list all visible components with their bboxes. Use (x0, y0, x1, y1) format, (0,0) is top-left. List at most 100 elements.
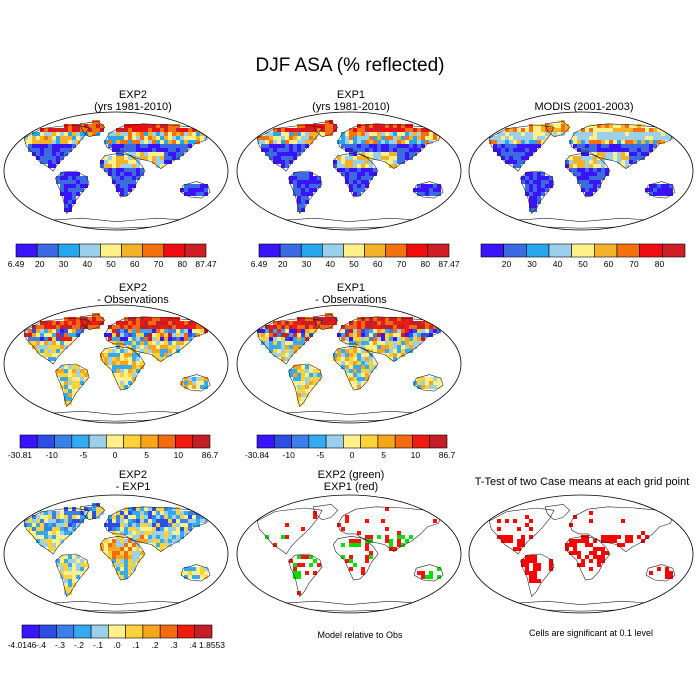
coastline-greenland (312, 314, 339, 331)
map-border (468, 494, 694, 614)
coastline-eurasia (569, 506, 674, 552)
colorbar-label: 10 (174, 450, 184, 460)
map-exp2obs (3, 304, 229, 424)
coastline-samerica (520, 553, 555, 598)
map-border (3, 494, 229, 614)
coastline-australia (645, 181, 676, 199)
coastline-namerica (23, 507, 90, 555)
colorbar-box (360, 434, 379, 449)
colorbar-label: 70 (629, 259, 639, 269)
coastline-australia (645, 564, 676, 582)
colorbar-label: 5 (381, 450, 386, 460)
colorbar-exp2obs: -30.81 -10 -5 0 5 10 86.7 (8, 434, 219, 460)
coastline-eurasia (337, 506, 442, 552)
panel-title-line1: EXP2 (118, 89, 148, 101)
map-border (468, 111, 694, 231)
panel-title-line2: - Observations (315, 294, 387, 306)
panel-title-line2: EXP1 (red) (323, 481, 379, 493)
colorbar-label: 70 (397, 259, 407, 269)
coastline-samerica (55, 170, 90, 215)
colorbar-box (79, 243, 101, 258)
colorbar-box (291, 434, 310, 449)
colorbar-box (526, 243, 550, 258)
coastline-australia (180, 564, 211, 582)
colorbar-box (19, 434, 38, 449)
coastline-australia (413, 564, 444, 582)
colorbar-label: .1 (132, 640, 139, 650)
colorbar-label: 30 (302, 259, 312, 269)
colorbar-box (308, 434, 327, 449)
colorbar-box (343, 434, 361, 449)
colorbar-label: 60 (373, 259, 383, 269)
coastline-namerica (488, 507, 555, 555)
colorbar-box (427, 243, 450, 258)
map-border (236, 494, 462, 614)
colorbar-box (36, 434, 55, 449)
colorbar-label: 1.8553 (199, 640, 225, 650)
colorbar-box (140, 434, 159, 449)
colorbar-label: 20 (502, 259, 512, 269)
colorbar-label: -5 (80, 450, 88, 460)
colorbar-box (377, 434, 396, 449)
colorbar-label: .3 (170, 640, 177, 650)
colorbar-box (159, 624, 178, 639)
colorbar-label: 40 (326, 259, 336, 269)
coastline-samerica (520, 170, 555, 215)
colorbar-box (258, 243, 281, 258)
colorbar-box (36, 243, 59, 258)
coastline-greenland (79, 314, 106, 331)
coastline-samerica (288, 363, 323, 408)
colorbar-box (73, 624, 92, 639)
colorbar-box (38, 624, 57, 639)
colorbar-box (616, 243, 640, 258)
colorbar-box (123, 434, 142, 449)
colorbar-modis: 20 30 40 50 60 70 80 (480, 243, 686, 269)
colorbar-label: -4.0146 (8, 640, 37, 650)
colorbar-box (325, 434, 344, 449)
colorbar-box (548, 243, 572, 258)
colorbar-box (15, 243, 38, 258)
colorbar-box (412, 434, 431, 449)
colorbar-box (175, 434, 194, 449)
colorbar-box (142, 243, 165, 258)
colorbar-box (192, 434, 211, 449)
coastline-africa (99, 535, 146, 581)
colorbar-box (394, 434, 413, 449)
coastline-namerica (256, 317, 323, 365)
colorbar-box (662, 243, 686, 258)
coastline-eurasia (569, 123, 674, 169)
colorbar-label: 0 (113, 450, 118, 460)
coastline-africa (564, 535, 611, 581)
coastline-africa (332, 535, 379, 581)
colorbar-box (90, 624, 109, 639)
coastline-australia (413, 374, 444, 392)
panel-title-exp2-obs: EXP2 - Observations (18, 282, 248, 306)
panel-title-line2: - Observations (97, 294, 169, 306)
colorbar-label: 40 (83, 259, 93, 269)
caption-significance: Cells are significant at 0.1 level (528, 628, 654, 638)
colorbar-box (256, 434, 275, 449)
colorbar-label: -30.84 (245, 450, 269, 460)
colorbar-box (184, 243, 207, 258)
colorbar-box (194, 624, 213, 639)
map-border (236, 304, 462, 424)
coastline-africa (564, 152, 611, 198)
colorbar-box (106, 434, 124, 449)
colorbar-box (429, 434, 448, 449)
colorbar-label: 50 (578, 259, 588, 269)
coastline-samerica (55, 553, 90, 598)
coastline-greenland (312, 121, 339, 138)
map-exp2 (3, 111, 229, 231)
colorbar-box (322, 243, 344, 258)
colorbar-label: 30 (59, 259, 69, 269)
colorbar-label: -5 (317, 450, 325, 460)
coastline-africa (332, 345, 379, 391)
colorbar-label: 87.47 (195, 259, 217, 269)
panel-title-exp2-exp1: EXP2 - EXP1 (18, 469, 248, 493)
colorbar-label: 80 (421, 259, 431, 269)
coastline-australia (180, 374, 211, 392)
colorbar-box (480, 243, 504, 258)
colorbar-box (71, 434, 90, 449)
colorbar-label: -.1 (93, 640, 103, 650)
caption-model-relative: Model relative to Obs (317, 630, 403, 640)
